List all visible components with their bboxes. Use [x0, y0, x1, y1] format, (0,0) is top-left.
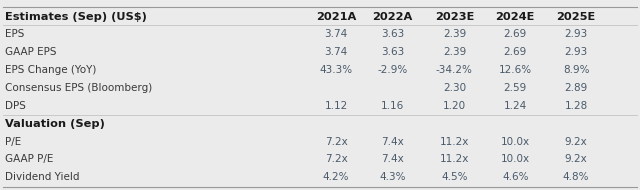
Text: -34.2%: -34.2% [436, 65, 473, 75]
Text: 11.2x: 11.2x [440, 137, 469, 146]
Text: 3.63: 3.63 [381, 47, 404, 57]
Text: 11.2x: 11.2x [440, 154, 469, 164]
Text: 1.12: 1.12 [324, 101, 348, 111]
Text: DPS: DPS [5, 101, 26, 111]
Text: 10.0x: 10.0x [500, 154, 530, 164]
Text: 2.93: 2.93 [564, 29, 588, 39]
Text: 3.74: 3.74 [324, 47, 348, 57]
Text: 3.63: 3.63 [381, 29, 404, 39]
Text: 2025E: 2025E [556, 12, 596, 21]
Text: 3.74: 3.74 [324, 29, 348, 39]
Text: 4.6%: 4.6% [502, 172, 529, 182]
Text: 2023E: 2023E [435, 12, 474, 21]
Text: 2.69: 2.69 [504, 47, 527, 57]
Text: 2.69: 2.69 [504, 29, 527, 39]
Text: 12.6%: 12.6% [499, 65, 532, 75]
Text: 7.4x: 7.4x [381, 137, 404, 146]
Text: 43.3%: 43.3% [319, 65, 353, 75]
Text: 1.28: 1.28 [564, 101, 588, 111]
Text: 4.5%: 4.5% [441, 172, 468, 182]
Text: 8.9%: 8.9% [563, 65, 589, 75]
Text: GAAP P/E: GAAP P/E [5, 154, 54, 164]
Text: 2.39: 2.39 [443, 29, 466, 39]
Text: 2021A: 2021A [316, 12, 356, 21]
Text: 1.16: 1.16 [381, 101, 404, 111]
Text: 1.24: 1.24 [504, 101, 527, 111]
Text: GAAP EPS: GAAP EPS [5, 47, 56, 57]
Text: 2.39: 2.39 [443, 47, 466, 57]
Text: 2024E: 2024E [495, 12, 535, 21]
Text: 2.59: 2.59 [504, 83, 527, 93]
Text: Estimates (Sep) (US$): Estimates (Sep) (US$) [5, 12, 147, 21]
Text: -2.9%: -2.9% [377, 65, 408, 75]
Text: 2.30: 2.30 [443, 83, 466, 93]
Text: 10.0x: 10.0x [500, 137, 530, 146]
Text: Valuation (Sep): Valuation (Sep) [5, 119, 105, 129]
Text: Dividend Yield: Dividend Yield [5, 172, 79, 182]
Text: 9.2x: 9.2x [564, 154, 588, 164]
Text: 2.89: 2.89 [564, 83, 588, 93]
Text: 7.2x: 7.2x [324, 154, 348, 164]
Text: EPS Change (YoY): EPS Change (YoY) [5, 65, 97, 75]
Text: 9.2x: 9.2x [564, 137, 588, 146]
Text: 4.8%: 4.8% [563, 172, 589, 182]
Text: 7.2x: 7.2x [324, 137, 348, 146]
Text: 7.4x: 7.4x [381, 154, 404, 164]
Text: 4.3%: 4.3% [379, 172, 406, 182]
Text: EPS: EPS [5, 29, 24, 39]
Text: 2.93: 2.93 [564, 47, 588, 57]
Text: Consensus EPS (Bloomberg): Consensus EPS (Bloomberg) [5, 83, 152, 93]
Text: 4.2%: 4.2% [323, 172, 349, 182]
Text: 1.20: 1.20 [443, 101, 466, 111]
Text: 2022A: 2022A [372, 12, 412, 21]
Text: P/E: P/E [5, 137, 21, 146]
